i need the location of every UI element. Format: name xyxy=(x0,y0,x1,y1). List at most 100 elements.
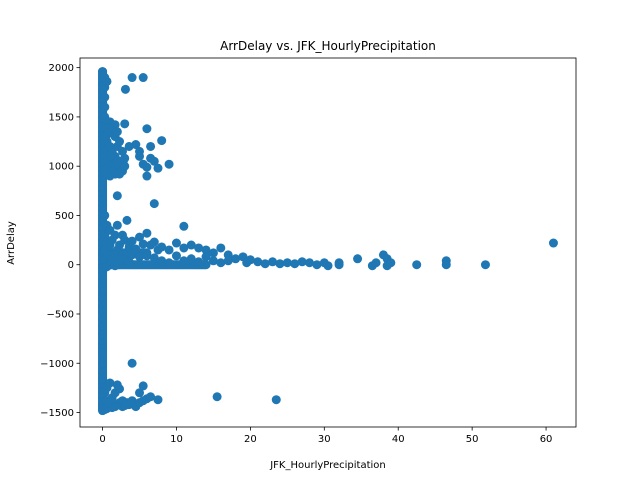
scatter-point xyxy=(231,254,241,264)
scatter-point xyxy=(122,215,132,225)
scatter-point xyxy=(268,257,278,267)
scatter-point xyxy=(120,161,130,171)
scatter-point xyxy=(208,256,218,266)
scatter-point xyxy=(386,258,396,268)
x-tick-label: 20 xyxy=(244,434,257,445)
scatter-point xyxy=(245,255,255,265)
data-points xyxy=(98,67,558,416)
scatter-point xyxy=(260,259,270,269)
scatter-point xyxy=(171,238,181,248)
scatter-point xyxy=(110,230,120,240)
scatter-point xyxy=(157,256,167,266)
scatter-point xyxy=(120,153,130,163)
scatter-point xyxy=(100,92,110,102)
scatter-point xyxy=(149,253,159,263)
scatter-point xyxy=(135,151,145,161)
scatter-point xyxy=(441,260,451,270)
scatter-point xyxy=(98,275,108,284)
scatter-point xyxy=(98,329,108,339)
x-axis-title: JFK_HourlyPrecipitation xyxy=(269,460,386,471)
scatter-point xyxy=(112,127,122,137)
scatter-point xyxy=(334,260,344,270)
scatter-point xyxy=(153,163,163,173)
scatter-point xyxy=(164,159,174,169)
x-tick-label: 0 xyxy=(99,434,105,445)
scatter-point xyxy=(115,137,125,147)
scatter-point xyxy=(194,257,204,267)
scatter-point xyxy=(157,242,167,252)
plot-area-frame xyxy=(79,57,577,428)
scatter-point xyxy=(186,240,196,250)
scatter-point xyxy=(194,243,204,253)
y-axis-title: ArrDelay xyxy=(6,221,17,265)
scatter-point xyxy=(186,254,196,264)
scatter-point xyxy=(131,140,141,150)
scatter-point xyxy=(135,388,145,398)
scatter-point xyxy=(312,260,322,270)
scatter-point xyxy=(120,119,130,129)
x-tick-label: 30 xyxy=(318,434,331,445)
scatter-point xyxy=(157,136,167,146)
scatter-point xyxy=(142,124,152,134)
scatter-point xyxy=(275,259,285,269)
y-tick-label: 2000 xyxy=(49,63,74,74)
scatter-point xyxy=(146,392,156,402)
y-tick-label: −1000 xyxy=(40,359,74,370)
scatter-point xyxy=(127,73,137,83)
chart-title: ArrDelay vs. JFK_HourlyPrecipitation xyxy=(220,39,436,53)
scatter-point xyxy=(149,156,159,166)
scatter-point xyxy=(371,258,381,268)
y-tick-label: 1000 xyxy=(49,162,74,173)
scatter-point xyxy=(131,244,141,254)
scatter-point xyxy=(102,76,112,86)
scatter-point xyxy=(164,258,174,268)
scatter-point xyxy=(98,294,108,304)
scatter-point xyxy=(216,243,226,253)
scatter-point xyxy=(171,251,181,261)
scatter-point xyxy=(98,314,108,324)
scatter-point xyxy=(138,73,148,83)
scatter-point xyxy=(216,258,226,268)
scatter-point xyxy=(149,237,159,247)
scatter-point xyxy=(120,84,130,94)
scatter-point xyxy=(412,260,422,270)
scatter-point xyxy=(153,395,163,405)
scatter-point xyxy=(112,191,122,201)
x-tick-label: 10 xyxy=(170,434,183,445)
scatter-point xyxy=(135,252,145,262)
x-axis-ticks: 0 10 20 30 40 50 60 xyxy=(99,427,552,445)
scatter-point xyxy=(208,248,218,258)
scatter-point xyxy=(118,146,127,156)
scatter-point xyxy=(323,261,333,271)
scatter-point xyxy=(179,243,189,253)
scatter-point xyxy=(115,384,125,394)
scatter-point xyxy=(120,235,130,245)
scatter-point xyxy=(149,199,159,209)
scatter-point xyxy=(138,239,148,249)
scatter-point xyxy=(135,232,145,242)
scatter-point xyxy=(105,378,115,388)
scatter-point xyxy=(98,348,108,358)
y-tick-label: 500 xyxy=(55,211,74,222)
scatter-point xyxy=(138,381,148,391)
scatter-point xyxy=(297,257,307,267)
scatter-point xyxy=(223,256,233,266)
scatter-point xyxy=(127,236,137,246)
scatter-point xyxy=(164,245,174,255)
scatter-point xyxy=(110,120,120,130)
scatter-point xyxy=(142,228,152,238)
scatter-point xyxy=(282,258,292,268)
scatter-point xyxy=(142,171,152,181)
x-tick-label: 50 xyxy=(466,434,479,445)
x-tick-label: 60 xyxy=(540,434,553,445)
scatter-point xyxy=(179,256,189,266)
scatter-point xyxy=(179,221,189,231)
scatter-point xyxy=(212,392,222,402)
scatter-point xyxy=(112,220,122,230)
x-tick-label: 40 xyxy=(392,434,405,445)
scatter-point xyxy=(98,358,108,368)
y-axis-ticks: −1500 −1000 −500 0 500 1000 1500 2000 xyxy=(40,63,80,419)
scatter-point xyxy=(98,321,108,331)
